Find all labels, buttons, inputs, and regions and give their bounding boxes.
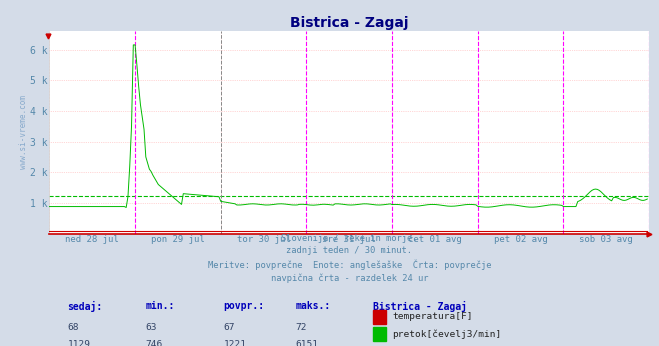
- Text: pretok[čevelj3/min]: pretok[čevelj3/min]: [393, 329, 501, 339]
- Text: maks.:: maks.:: [295, 301, 331, 311]
- Text: 68: 68: [67, 323, 79, 332]
- Y-axis label: www.si-vreme.com: www.si-vreme.com: [18, 95, 28, 169]
- Text: min.:: min.:: [146, 301, 175, 311]
- Text: 1221: 1221: [223, 340, 246, 346]
- Text: sedaj:: sedaj:: [67, 301, 103, 312]
- Text: povpr.:: povpr.:: [223, 301, 264, 311]
- Text: 1129: 1129: [67, 340, 90, 346]
- Text: 63: 63: [146, 323, 157, 332]
- Text: 72: 72: [295, 323, 307, 332]
- FancyBboxPatch shape: [373, 310, 386, 324]
- Text: Bistrica - Zagaj: Bistrica - Zagaj: [373, 301, 467, 312]
- Text: Slovenija / reke in morje.
zadnji teden / 30 minut.
Meritve: povprečne  Enote: a: Slovenija / reke in morje. zadnji teden …: [208, 234, 491, 283]
- Text: 6151: 6151: [295, 340, 318, 346]
- Text: 746: 746: [146, 340, 163, 346]
- Title: Bistrica - Zagaj: Bistrica - Zagaj: [290, 16, 409, 30]
- Text: temperatura[F]: temperatura[F]: [393, 312, 473, 321]
- Text: 67: 67: [223, 323, 235, 332]
- FancyBboxPatch shape: [373, 327, 386, 342]
